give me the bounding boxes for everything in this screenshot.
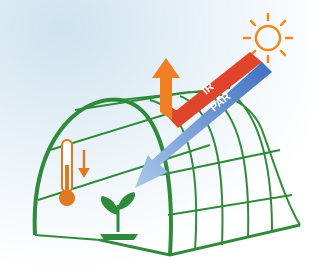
greenhouse-illustration: IR PAR (0, 0, 309, 271)
background (0, 0, 309, 271)
